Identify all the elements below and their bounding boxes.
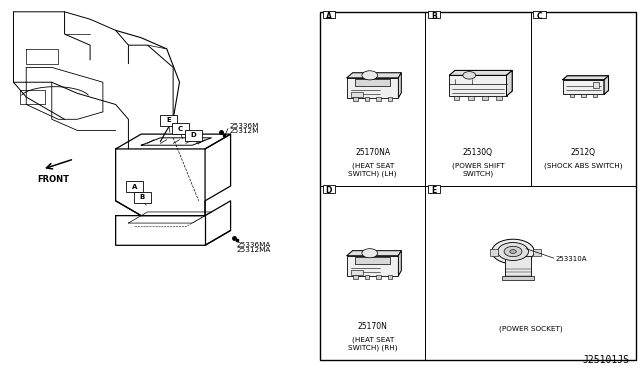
Bar: [347, 78, 398, 98]
Polygon shape: [449, 70, 512, 76]
Bar: [320, 12, 636, 360]
Text: 25170NA: 25170NA: [355, 148, 390, 157]
Text: B: B: [140, 194, 145, 200]
Bar: [428, 186, 440, 193]
Bar: [134, 192, 151, 203]
Bar: [365, 97, 369, 101]
Polygon shape: [347, 251, 401, 256]
Text: (POWER SHIFT
SWITCH): (POWER SHIFT SWITCH): [452, 163, 504, 176]
Polygon shape: [398, 73, 401, 98]
Text: E: E: [166, 118, 171, 124]
Text: A: A: [132, 184, 138, 190]
Bar: [160, 115, 177, 126]
Bar: [351, 92, 363, 97]
Circle shape: [362, 71, 378, 80]
Bar: [388, 275, 392, 279]
Text: 25312M: 25312M: [229, 128, 259, 134]
Polygon shape: [506, 70, 512, 96]
Text: 253310A: 253310A: [556, 256, 587, 262]
Bar: [570, 94, 574, 97]
Bar: [449, 76, 506, 96]
Bar: [347, 256, 398, 276]
Bar: [185, 130, 202, 141]
Bar: [323, 11, 335, 19]
Bar: [505, 256, 531, 277]
Text: B: B: [431, 12, 437, 20]
Bar: [323, 186, 335, 193]
Text: (SHOCK ABS SWITCH): (SHOCK ABS SWITCH): [544, 163, 623, 169]
Bar: [497, 96, 502, 100]
Text: 25312MA: 25312MA: [237, 247, 271, 253]
Bar: [376, 275, 381, 279]
Text: 25130Q: 25130Q: [463, 148, 493, 157]
Text: (POWER SOCKET): (POWER SOCKET): [499, 326, 563, 332]
Text: C: C: [536, 12, 542, 20]
Polygon shape: [347, 73, 401, 78]
Text: 25336M: 25336M: [229, 123, 259, 129]
Bar: [581, 94, 586, 97]
Bar: [490, 248, 499, 256]
Bar: [355, 80, 390, 86]
Bar: [126, 181, 143, 192]
Bar: [428, 11, 440, 19]
Text: 25170N: 25170N: [358, 322, 388, 331]
Circle shape: [463, 71, 476, 79]
Bar: [593, 82, 600, 88]
Text: E: E: [431, 186, 436, 195]
Bar: [365, 275, 369, 279]
Text: D: D: [191, 132, 196, 138]
Bar: [532, 248, 541, 256]
Bar: [388, 97, 392, 101]
Polygon shape: [604, 76, 609, 94]
Bar: [468, 96, 474, 100]
Bar: [353, 97, 358, 101]
Text: 25336MA: 25336MA: [237, 241, 271, 247]
Bar: [172, 124, 189, 135]
Bar: [563, 80, 604, 94]
Bar: [353, 275, 358, 279]
Circle shape: [362, 248, 378, 258]
Text: 2512Q: 2512Q: [571, 148, 596, 157]
Circle shape: [510, 250, 516, 253]
Text: J25101JS: J25101JS: [583, 355, 630, 365]
Polygon shape: [563, 76, 609, 80]
Circle shape: [504, 246, 522, 257]
Polygon shape: [398, 251, 401, 276]
Circle shape: [492, 239, 534, 264]
Text: C: C: [177, 126, 182, 132]
Text: (HEAT SEAT
SWITCH) (RH): (HEAT SEAT SWITCH) (RH): [348, 337, 397, 351]
Bar: [482, 96, 488, 100]
Text: FRONT: FRONT: [37, 175, 69, 184]
Text: A: A: [326, 12, 332, 20]
Text: (HEAT SEAT
SWITCH) (LH): (HEAT SEAT SWITCH) (LH): [348, 163, 397, 176]
Bar: [593, 94, 597, 97]
Bar: [533, 11, 545, 19]
Circle shape: [497, 243, 529, 260]
Bar: [376, 97, 381, 101]
Bar: [355, 257, 390, 264]
Text: D: D: [326, 186, 332, 195]
Bar: [502, 276, 534, 280]
Bar: [351, 270, 363, 275]
Bar: [454, 96, 460, 100]
